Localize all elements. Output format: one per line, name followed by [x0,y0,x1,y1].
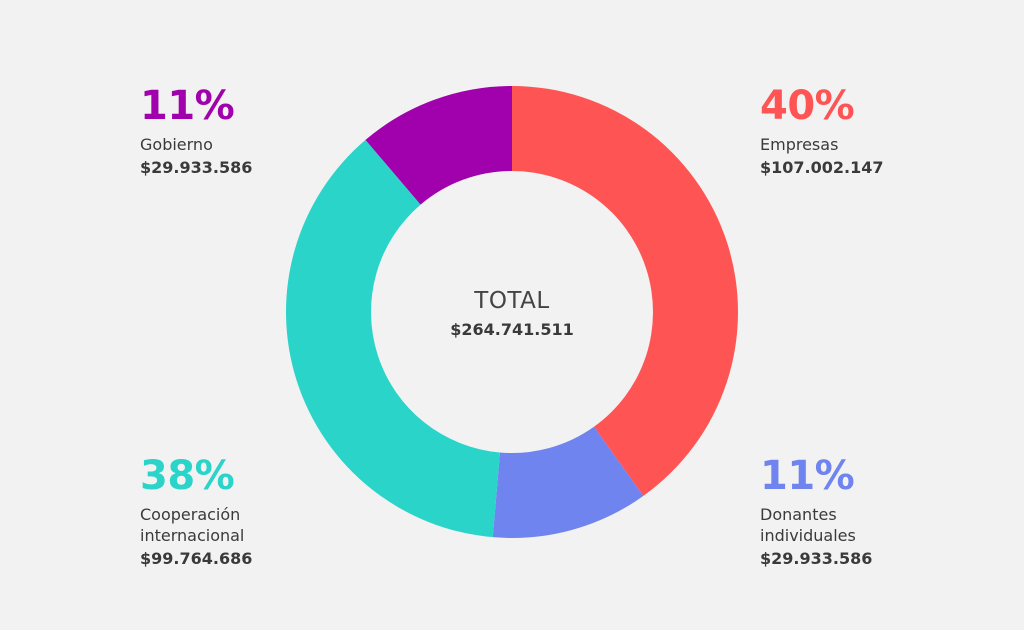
donut-slice-0 [512,86,738,496]
legend-empresas-percent: 40% [760,83,855,129]
legend-gobierno: 11% Gobierno $29.933.586 [140,84,380,179]
legend-gobierno-percent: 11% [140,83,235,129]
legend-empresas-amount: $107.002.147 [760,158,884,177]
legend-cooperacion-percent: 38% [140,453,235,499]
legend-empresas-name: Empresas [760,135,839,154]
legend-donantes-percent: 11% [760,453,855,499]
donut-slice-2 [286,139,500,538]
donut-slice-1 [492,426,644,538]
legend-cooperacion-name: Cooperación internacional [140,505,245,545]
legend-donantes: 11% Donantes individuales $29.933.586 [760,454,1000,570]
legend-gobierno-name: Gobierno [140,135,213,154]
total-value: $264.741.511 [450,320,574,339]
legend-gobierno-amount: $29.933.586 [140,158,253,177]
total-label: TOTAL [474,288,550,314]
legend-donantes-amount: $29.933.586 [760,549,873,568]
donut-slice-3 [365,86,512,205]
legend-cooperacion: 38% Cooperación internacional $99.764.68… [140,454,380,570]
legend-empresas: 40% Empresas $107.002.147 [760,84,1000,179]
legend-cooperacion-amount: $99.764.686 [140,549,253,568]
legend-donantes-name: Donantes individuales [760,505,856,545]
